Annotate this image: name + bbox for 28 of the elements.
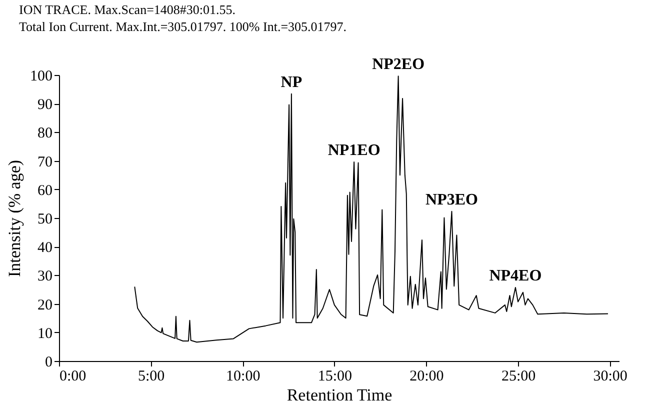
x-tick-label: 0:00 (60, 368, 86, 384)
annotation: NP2EO (372, 56, 425, 74)
annotation: NP4EO (489, 268, 542, 284)
annotation: NP1EO (328, 142, 380, 159)
x-tick-label: 15:00 (318, 368, 352, 384)
chart-subtitle: Total Ion Current. Max.Int.=305.01797. 100% Int.=305.01797. (19, 19, 347, 34)
y-tick-label: 50 (38, 212, 52, 228)
y-tick-label: 100 (30, 68, 52, 84)
annotation: NP3EO (426, 191, 478, 208)
annotation: NP (280, 74, 302, 91)
y-tick-label: 60 (38, 182, 52, 199)
y-tick-label: 20 (38, 297, 52, 314)
y-axis-title: Intensity (% age) (5, 160, 24, 278)
y-tick-label: 10 (38, 326, 52, 342)
x-tick-label: 30:00 (593, 368, 628, 384)
y-tick-label: 0 (45, 354, 52, 370)
y-tick-label: 70 (38, 154, 52, 170)
x-axis-title: Retention Time (286, 386, 392, 404)
y-tick-label: 30 (38, 268, 52, 285)
y-tick-label: 90 (38, 97, 52, 114)
chart-title: ION TRACE. Max.Scan=1408#30:01.55. (19, 2, 236, 18)
x-tick-label: 10:00 (226, 368, 260, 384)
y-tick-label: 80 (38, 126, 52, 142)
x-tick-label: 20:00 (410, 368, 444, 384)
y-tick-label: 40 (38, 240, 52, 256)
line-series (134, 76, 608, 343)
x-tick-label: 25:00 (501, 368, 536, 384)
x-tick-label: 5:00 (138, 368, 165, 384)
